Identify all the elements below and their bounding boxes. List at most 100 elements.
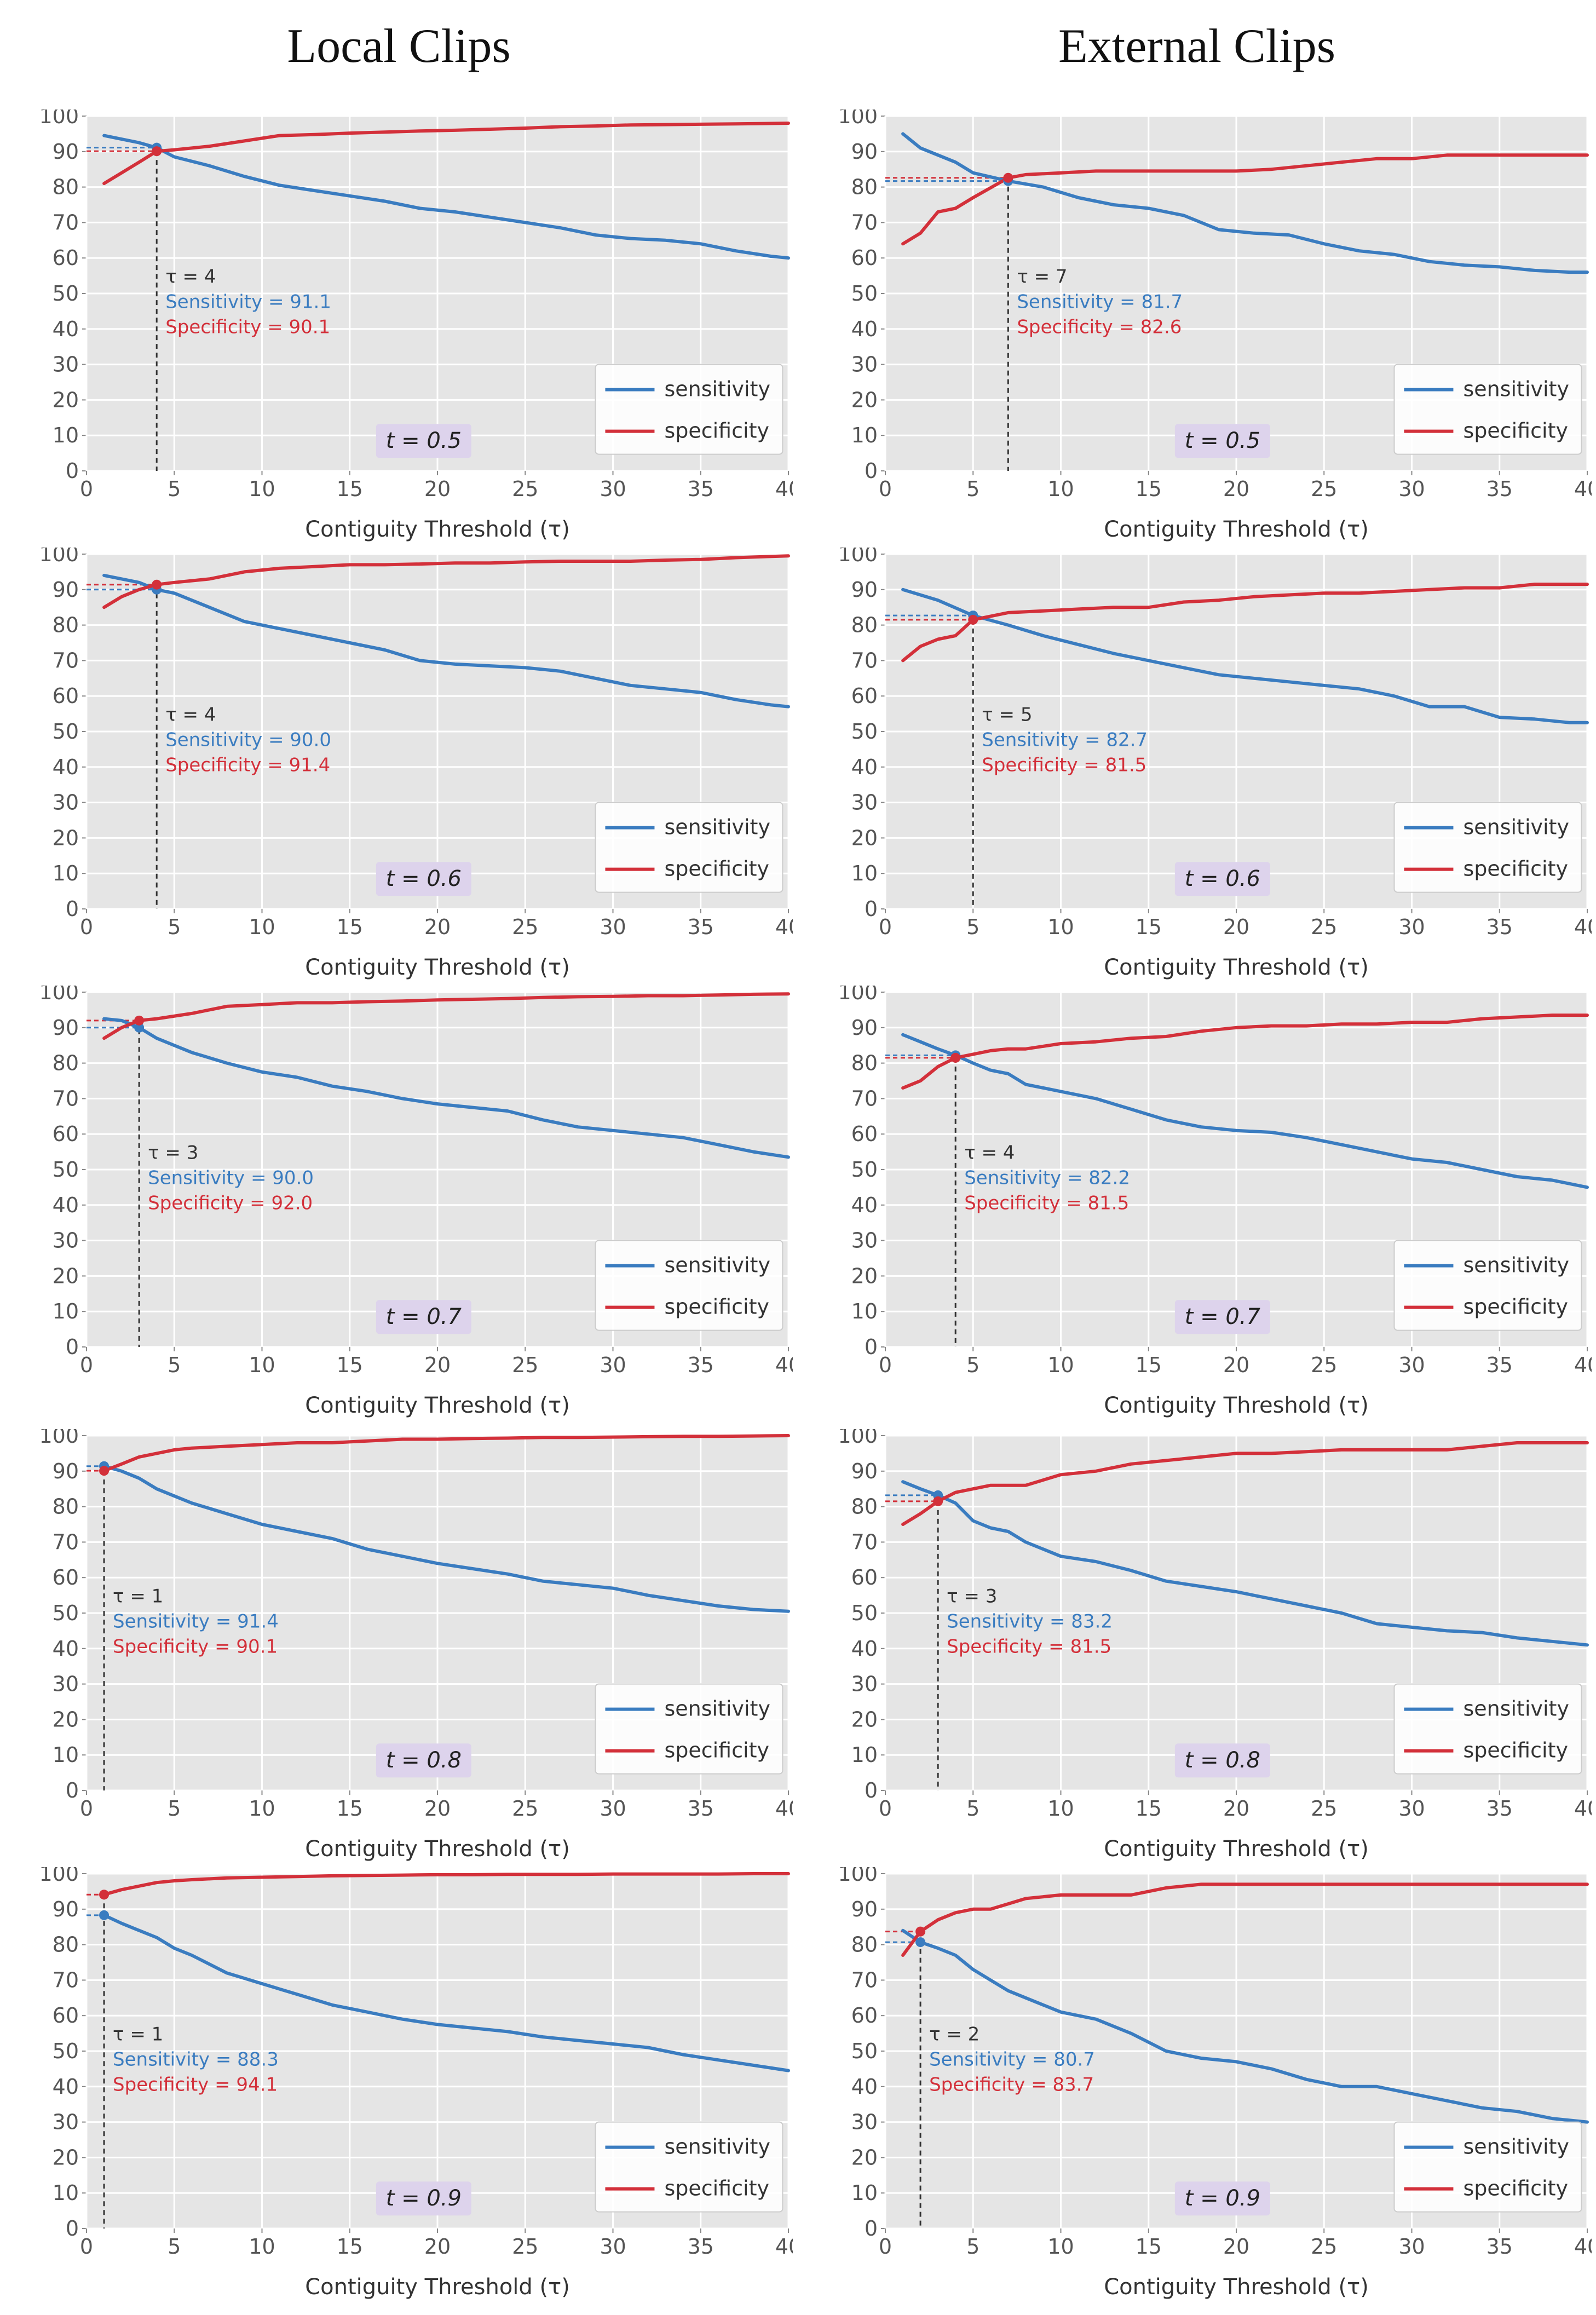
tick-label-x: 25 <box>1311 1353 1337 1377</box>
tick-label-y: 0 <box>865 1335 878 1359</box>
sensitivity-value-label: Sensitivity = 91.4 <box>113 1611 279 1633</box>
sensitivity-marker <box>99 1910 110 1920</box>
t-value-label: t = 0.6 <box>1185 866 1260 891</box>
specificity-marker <box>99 1466 110 1476</box>
t-value-box <box>376 2181 471 2216</box>
tick-label-x: 40 <box>1574 1353 1592 1377</box>
chart-panel: 0 10 20 30 40 50 60 70 80 90 100 0 5 10 15 20 25 30 35 40 τ … <box>39 986 793 1418</box>
sensitivity-line <box>102 1464 790 1613</box>
tick-label-y: 0 <box>66 459 79 483</box>
tick-label-x: 0 <box>879 1796 892 1821</box>
tick-label-y: 50 <box>53 2039 79 2063</box>
t-value-box <box>1174 1300 1270 1334</box>
tick-label-y: 90 <box>53 1016 79 1040</box>
tick-label-x: 15 <box>1136 477 1162 501</box>
tick-label-y: 0 <box>865 897 878 921</box>
sensitivity-line <box>102 1913 790 2072</box>
tick-label-y: 30 <box>53 353 79 377</box>
tick-label-x: 0 <box>80 1796 93 1821</box>
tick-label-x: 40 <box>1574 477 1592 501</box>
tick-label-y: 80 <box>53 1051 79 1075</box>
sensitivity-value-label: Sensitivity = 91.1 <box>165 291 331 313</box>
tick-label-x: 10 <box>1047 477 1074 501</box>
tick-label-x: 40 <box>775 1796 793 1821</box>
tick-label-x: 25 <box>1311 477 1337 501</box>
tick-label-y: 100 <box>39 1429 79 1448</box>
specificity-marker <box>99 1890 110 1900</box>
tick-label-x: 15 <box>337 2235 363 2259</box>
t-value-label: t = 0.8 <box>1185 1748 1260 1773</box>
tick-label-y: 10 <box>53 861 79 885</box>
sensitivity-value-label: Sensitivity = 82.2 <box>964 1167 1130 1189</box>
sensitivity-marker <box>134 1022 145 1033</box>
tick-label-y: 100 <box>838 1429 878 1448</box>
tick-label-x: 10 <box>249 2235 275 2259</box>
tick-label-x: 5 <box>966 1796 980 1821</box>
tick-label-x: 30 <box>1398 915 1425 939</box>
tick-label-y: 50 <box>53 281 79 306</box>
tick-label-x: 40 <box>775 477 793 501</box>
x-axis-label: Contiguity Threshold (τ) <box>305 2274 570 2300</box>
legend-specificity-label: specificity <box>1463 1295 1568 1319</box>
x-axis-label: Contiguity Threshold (τ) <box>305 1393 570 1418</box>
tick-label-x: 25 <box>1311 1796 1337 1821</box>
chart-panel: 0 10 20 30 40 50 60 70 80 90 100 0 5 10 15 20 25 30 35 40 τ … <box>39 110 793 542</box>
t-value-label: t = 0.6 <box>386 866 462 891</box>
specificity-marker <box>933 1496 943 1506</box>
tick-label-x: 5 <box>168 1353 181 1377</box>
tick-label-x: 25 <box>1311 915 1337 939</box>
legend-specificity-label: specificity <box>1463 419 1568 443</box>
tick-label-x: 35 <box>688 1796 714 1821</box>
tick-label-y: 30 <box>53 1672 79 1696</box>
sensitivity-value-label: Sensitivity = 82.7 <box>982 729 1148 751</box>
specificity-value-label: Specificity = 90.1 <box>113 1636 278 1658</box>
sensitivity-value-label: Sensitivity = 83.2 <box>947 1611 1113 1633</box>
specificity-marker <box>1003 172 1013 183</box>
tick-label-x: 15 <box>1136 2235 1162 2259</box>
tick-label-y: 20 <box>53 388 79 412</box>
tick-label-y: 10 <box>53 1299 79 1323</box>
tick-label-x: 10 <box>1047 915 1074 939</box>
tick-label-y: 100 <box>838 1867 878 1886</box>
tick-label-x: 5 <box>168 1796 181 1821</box>
specificity-line <box>901 583 1589 663</box>
tick-label-y: 30 <box>851 1229 878 1253</box>
tick-label-x: 25 <box>1311 2235 1337 2259</box>
tick-label-x: 15 <box>1136 915 1162 939</box>
tick-label-x: 30 <box>600 915 626 939</box>
tick-label-x: 25 <box>512 477 538 501</box>
tick-label-y: 60 <box>53 1565 79 1590</box>
tick-label-y: 40 <box>851 755 878 779</box>
tick-label-y: 60 <box>53 246 79 270</box>
legend-sensitivity-label: sensitivity <box>664 377 770 401</box>
chart-panel: 0 10 20 30 40 50 60 70 80 90 100 0 5 10 15 20 25 30 35 40 τ … <box>39 548 793 980</box>
tick-label-y: 80 <box>851 1933 878 1957</box>
x-axis-label: Contiguity Threshold (τ) <box>305 955 570 980</box>
tick-label-x: 20 <box>424 2235 451 2259</box>
t-value-label: t = 0.5 <box>1185 428 1260 453</box>
sensitivity-value-label: Sensitivity = 90.0 <box>148 1167 314 1189</box>
tick-label-y: 100 <box>39 110 79 128</box>
tick-label-y: 10 <box>53 423 79 447</box>
tick-label-y: 70 <box>53 1530 79 1554</box>
tick-label-x: 5 <box>168 915 181 939</box>
tick-label-y: 60 <box>53 684 79 708</box>
x-axis-label: Contiguity Threshold (τ) <box>1104 1836 1369 1862</box>
specificity-line <box>901 1441 1589 1526</box>
tick-label-x: 35 <box>1486 915 1513 939</box>
chart-panel: 0 10 20 30 40 50 60 70 80 90 100 0 5 10 15 20 25 30 35 40 τ … <box>838 1867 1592 2300</box>
tick-label-y: 70 <box>851 1530 878 1554</box>
tick-label-y: 0 <box>865 459 878 483</box>
tick-label-y: 20 <box>851 388 878 412</box>
legend-specificity-label: specificity <box>1463 2176 1568 2201</box>
legend-specificity-label: specificity <box>1463 857 1568 881</box>
tick-label-y: 20 <box>53 826 79 850</box>
tick-label-y: 20 <box>851 1264 878 1288</box>
sensitivity-line <box>901 1033 1589 1189</box>
t-value-box <box>1174 862 1270 896</box>
tick-label-y: 80 <box>851 175 878 199</box>
tick-label-x: 25 <box>512 2235 538 2259</box>
tick-label-x: 10 <box>249 1796 275 1821</box>
tick-label-y: 60 <box>851 246 878 270</box>
chart-panel: 0 10 20 30 40 50 60 70 80 90 100 0 5 10 15 20 25 30 35 40 τ … <box>838 986 1592 1418</box>
